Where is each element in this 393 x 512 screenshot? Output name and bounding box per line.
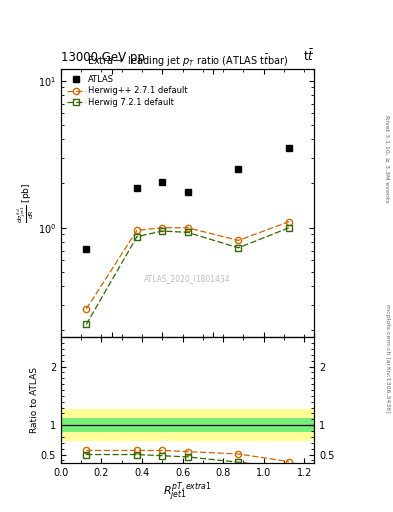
Line: Herwig 7.2.1 default: Herwig 7.2.1 default (83, 225, 292, 327)
ATLAS (287, 145, 292, 151)
ATLAS (135, 185, 140, 191)
ATLAS (236, 166, 241, 173)
Y-axis label: Ratio to ATLAS: Ratio to ATLAS (30, 367, 39, 433)
Text: ATLAS_2020_I1801434: ATLAS_2020_I1801434 (144, 274, 231, 283)
X-axis label: $R_{jet1}^{pT,extra1}$: $R_{jet1}^{pT,extra1}$ (163, 481, 212, 504)
ATLAS (84, 246, 89, 252)
Herwig++ 2.7.1 default (236, 238, 241, 244)
Text: Rivet 3.1.10, ≥ 3.3M events: Rivet 3.1.10, ≥ 3.3M events (385, 115, 389, 203)
Herwig 7.2.1 default (84, 322, 89, 328)
Line: ATLAS: ATLAS (83, 145, 292, 252)
Herwig++ 2.7.1 default (135, 227, 140, 233)
Text: 13000 GeV pp: 13000 GeV pp (61, 51, 145, 64)
Herwig 7.2.1 default (185, 229, 190, 236)
Herwig 7.2.1 default (236, 245, 241, 251)
Herwig++ 2.7.1 default (84, 306, 89, 312)
Line: Herwig++ 2.7.1 default: Herwig++ 2.7.1 default (83, 219, 292, 312)
Title: Extra$\rightarrow$ leading jet $p_T$ ratio (ATLAS t$\bar{t}$bar): Extra$\rightarrow$ leading jet $p_T$ rat… (87, 53, 288, 69)
ATLAS (185, 189, 190, 195)
Y-axis label: $\frac{d\sigma^{fid}_{jet1}}{dR}$ [pb]: $\frac{d\sigma^{fid}_{jet1}}{dR}$ [pb] (16, 183, 36, 223)
Text: t$\bar{t}$: t$\bar{t}$ (303, 49, 314, 64)
ATLAS (160, 179, 165, 185)
Legend: ATLAS, Herwig++ 2.7.1 default, Herwig 7.2.1 default: ATLAS, Herwig++ 2.7.1 default, Herwig 7.… (65, 73, 190, 109)
Herwig++ 2.7.1 default (287, 219, 292, 225)
Herwig 7.2.1 default (135, 233, 140, 240)
Herwig 7.2.1 default (160, 228, 165, 234)
Text: mcplots.cern.ch [arXiv:1306.3436]: mcplots.cern.ch [arXiv:1306.3436] (385, 304, 389, 413)
Herwig 7.2.1 default (287, 225, 292, 231)
Herwig++ 2.7.1 default (160, 225, 165, 231)
Herwig++ 2.7.1 default (185, 225, 190, 231)
